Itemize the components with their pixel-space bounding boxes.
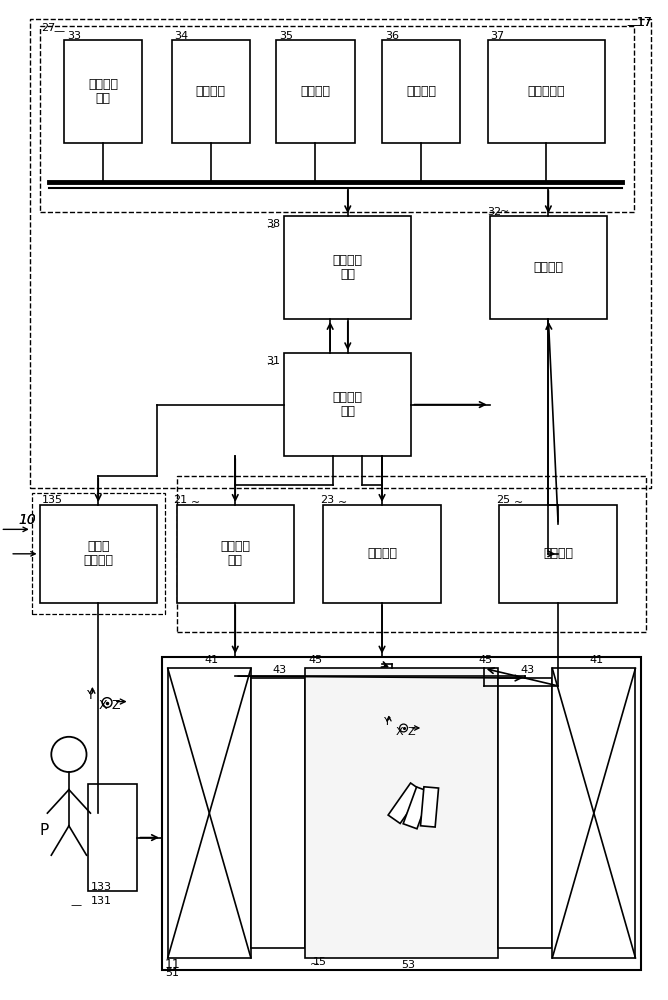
Text: ~: ~: [191, 498, 200, 508]
Text: 35: 35: [279, 31, 293, 41]
Bar: [552, 668, 635, 958]
Text: 诊视床: 诊视床: [87, 540, 110, 553]
Text: ~: ~: [309, 960, 319, 970]
Bar: [162, 657, 641, 970]
Text: 31: 31: [267, 356, 281, 366]
Text: 43: 43: [520, 665, 534, 675]
Bar: [323, 505, 441, 603]
Text: 17: 17: [637, 16, 653, 29]
Text: 图像处理: 图像处理: [88, 78, 118, 91]
Bar: [284, 353, 411, 456]
Bar: [39, 505, 157, 603]
Text: 主存储电路: 主存储电路: [528, 85, 565, 98]
Text: 37: 37: [490, 31, 505, 41]
Bar: [88, 784, 138, 891]
Text: 53: 53: [401, 960, 415, 970]
Text: 电路: 电路: [340, 268, 355, 281]
Text: 23: 23: [321, 495, 335, 505]
Text: ~: ~: [267, 360, 276, 370]
Text: 41: 41: [204, 655, 218, 665]
Bar: [176, 476, 646, 632]
Text: 36: 36: [385, 31, 399, 41]
Text: 电路: 电路: [96, 92, 111, 105]
Text: ~: ~: [267, 223, 276, 233]
Bar: [172, 40, 250, 143]
Bar: [30, 19, 651, 488]
Bar: [421, 787, 439, 827]
Text: 38: 38: [267, 219, 281, 229]
Text: Y: Y: [383, 717, 390, 727]
Text: 摄像控制: 摄像控制: [333, 391, 363, 404]
Bar: [403, 787, 430, 829]
Text: P: P: [39, 823, 49, 838]
Text: Y: Y: [87, 689, 94, 702]
Bar: [64, 40, 142, 143]
Text: 133: 133: [90, 882, 112, 892]
Text: 电源: 电源: [228, 554, 242, 567]
Text: 45: 45: [479, 655, 493, 665]
Text: 131: 131: [90, 896, 112, 906]
Text: 25: 25: [496, 495, 510, 505]
Text: 驱动装置: 驱动装置: [84, 554, 114, 567]
Bar: [284, 216, 411, 319]
Text: —: —: [71, 900, 82, 910]
Bar: [277, 40, 355, 143]
Bar: [498, 678, 552, 948]
Text: —: —: [627, 19, 639, 32]
Bar: [488, 40, 605, 143]
Text: 电路: 电路: [340, 405, 355, 418]
Bar: [39, 26, 635, 212]
Text: —: —: [53, 26, 64, 36]
Text: 显示电路: 显示电路: [301, 85, 331, 98]
Text: 系统控制: 系统控制: [333, 254, 363, 267]
Text: 45: 45: [309, 655, 323, 665]
Text: 27: 27: [41, 23, 55, 33]
Text: 发送电路: 发送电路: [367, 547, 397, 560]
Bar: [490, 216, 607, 319]
Text: ~: ~: [514, 498, 523, 508]
Text: 34: 34: [174, 31, 188, 41]
Text: 通信电路: 通信电路: [196, 85, 226, 98]
Text: 10: 10: [18, 513, 36, 527]
Text: 10: 10: [18, 513, 36, 527]
Text: Z: Z: [112, 699, 120, 712]
Bar: [31, 493, 165, 614]
Text: 重构电路: 重构电路: [533, 261, 563, 274]
Text: 17: 17: [637, 16, 653, 29]
Bar: [176, 505, 294, 603]
Text: 51: 51: [165, 968, 179, 978]
Text: 33: 33: [67, 31, 81, 41]
Text: ~: ~: [500, 207, 509, 217]
Text: 43: 43: [273, 665, 287, 675]
Text: 135: 135: [41, 495, 63, 505]
Text: 32: 32: [487, 207, 501, 217]
Text: 21: 21: [174, 495, 188, 505]
Bar: [388, 783, 423, 823]
Text: 接收电路: 接收电路: [543, 547, 573, 560]
Bar: [168, 668, 251, 958]
Text: 梯度磁场: 梯度磁场: [220, 540, 250, 553]
Text: Z: Z: [407, 727, 415, 737]
Bar: [251, 678, 305, 948]
Text: ~: ~: [338, 498, 347, 508]
Bar: [500, 505, 617, 603]
Text: X: X: [396, 727, 403, 737]
Text: 输入电路: 输入电路: [406, 85, 436, 98]
Text: X: X: [99, 699, 108, 712]
Bar: [382, 40, 460, 143]
Text: 11: 11: [165, 958, 180, 971]
Text: 41: 41: [589, 655, 603, 665]
Bar: [305, 668, 498, 958]
Text: 15: 15: [313, 957, 327, 967]
